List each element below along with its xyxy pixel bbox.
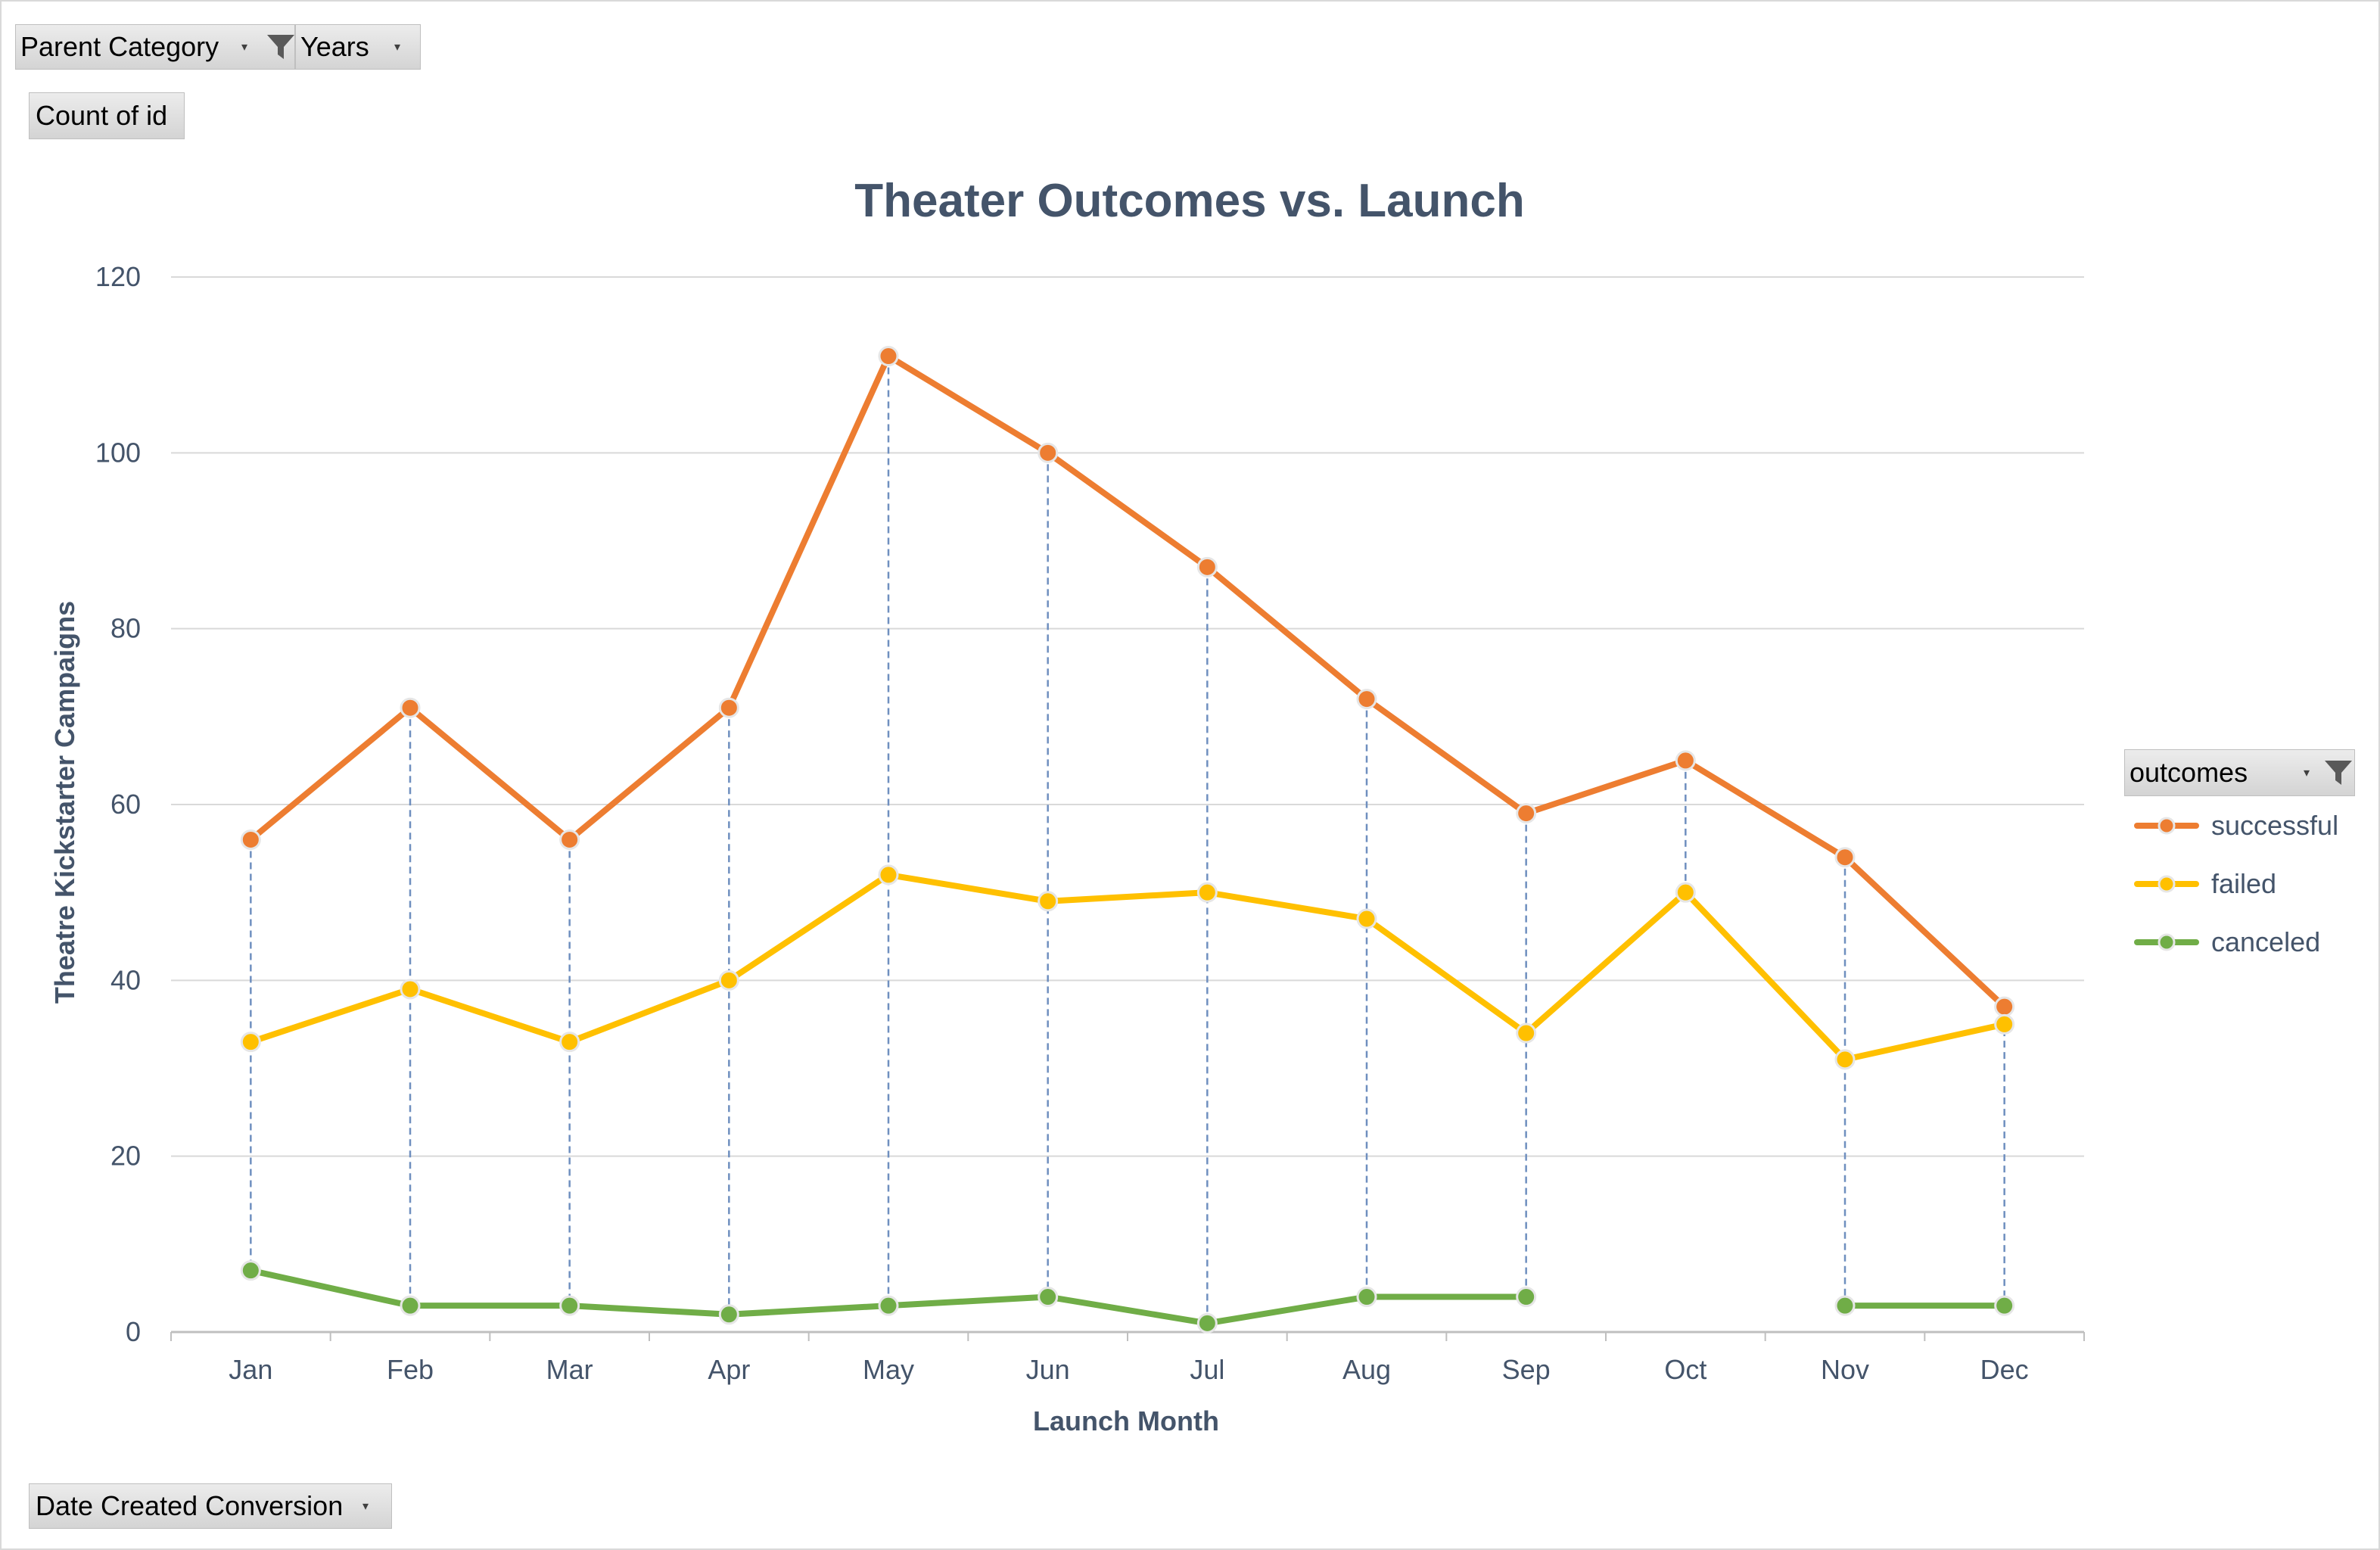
data-point-canceled xyxy=(1038,1287,1059,1308)
x-tick-label: Jan xyxy=(229,1354,272,1385)
x-tick-label: Nov xyxy=(1821,1354,1869,1385)
data-point-successful xyxy=(1994,996,2015,1017)
x-axis-title: Launch Month xyxy=(1033,1405,1219,1436)
x-tick-label: Oct xyxy=(1664,1354,1706,1385)
data-point-successful xyxy=(559,829,580,850)
data-point-successful xyxy=(1356,689,1377,710)
data-point-failed xyxy=(1038,891,1059,912)
x-tick-label: Jul xyxy=(1190,1354,1224,1385)
data-point-canceled xyxy=(559,1295,580,1316)
data-point-canceled xyxy=(400,1295,421,1316)
chart-title: Theater Outcomes vs. Launch xyxy=(854,175,1524,227)
data-point-canceled xyxy=(1516,1287,1537,1308)
data-point-failed xyxy=(1516,1022,1537,1044)
y-tick-label: 80 xyxy=(110,613,141,644)
gridlines xyxy=(171,276,2084,1334)
date-created-conversion-axis-button[interactable]: Date Created Conversion ▾ xyxy=(29,1483,392,1529)
x-tick-label: Jun xyxy=(1026,1354,1070,1385)
legend-label-canceled: canceled xyxy=(2211,926,2320,957)
legend: successful failed canceled xyxy=(2134,810,2338,957)
data-point-successful xyxy=(1675,750,1696,771)
data-point-successful xyxy=(240,829,261,850)
data-point-failed xyxy=(718,970,739,991)
data-point-successful xyxy=(1516,803,1537,824)
legend-marker-failed xyxy=(2158,875,2176,893)
data-point-successful xyxy=(400,697,421,718)
data-point-successful xyxy=(1834,847,1856,868)
data-point-canceled xyxy=(718,1304,739,1325)
data-point-failed xyxy=(1834,1049,1856,1070)
data-point-canceled xyxy=(1356,1287,1377,1308)
x-tick-label: Apr xyxy=(708,1354,750,1385)
legend-marker-canceled xyxy=(2158,933,2176,951)
parent-category-filter-button[interactable]: Parent Category ▾ xyxy=(15,24,295,70)
legend-label-failed: failed xyxy=(2211,868,2276,899)
y-tick-label: 0 xyxy=(126,1316,141,1347)
outcomes-label: outcomes xyxy=(2130,757,2248,788)
count-of-id-label: Count of id xyxy=(36,100,168,131)
data-point-failed xyxy=(1675,882,1696,903)
data-point-canceled xyxy=(1994,1295,2015,1316)
series-markers xyxy=(240,346,2015,1334)
filter-funnel-icon xyxy=(267,35,294,59)
dropdown-arrow-icon: ▾ xyxy=(241,41,248,54)
y-tick-label: 120 xyxy=(95,261,141,292)
x-tick-label: Sep xyxy=(1502,1354,1551,1385)
data-point-failed xyxy=(878,864,899,885)
data-point-failed xyxy=(240,1032,261,1053)
x-tick-label: Dec xyxy=(1980,1354,2029,1385)
data-point-failed xyxy=(559,1032,580,1053)
series-lines xyxy=(247,353,2008,1327)
x-axis-ticks: Jan Feb Mar Apr May Jun Jul Aug Sep Oct Nov Dec xyxy=(170,1332,2085,1385)
data-point-failed xyxy=(1356,908,1377,929)
y-tick-label: 20 xyxy=(110,1141,141,1172)
dropdown-arrow-icon: ▾ xyxy=(362,1500,369,1513)
x-tick-label: Mar xyxy=(546,1354,593,1385)
data-point-failed xyxy=(1994,1013,2015,1035)
years-filter-button[interactable]: Years ▾ xyxy=(295,24,421,70)
legend-label-successful: successful xyxy=(2211,810,2338,841)
dropdown-arrow-icon: ▾ xyxy=(394,41,401,54)
count-of-id-value-button[interactable]: Count of id xyxy=(29,92,185,139)
data-point-failed xyxy=(400,979,421,1000)
y-axis-ticks: 0 20 40 60 80 100 120 xyxy=(95,261,141,1347)
outcomes-legend-filter-button[interactable]: outcomes ▾ xyxy=(2124,749,2355,796)
data-point-successful xyxy=(1038,442,1059,463)
date-created-conversion-label: Date Created Conversion xyxy=(36,1490,344,1521)
legend-marker-successful xyxy=(2158,817,2176,835)
y-tick-label: 40 xyxy=(110,964,141,995)
filter-funnel-icon xyxy=(2325,761,2352,785)
data-point-successful xyxy=(878,346,899,367)
series-line-failed xyxy=(247,871,2008,1063)
series-line-successful xyxy=(247,353,2008,1010)
y-axis-title: Theatre Kickstarter Campaigns xyxy=(49,601,80,1004)
data-point-successful xyxy=(718,697,739,718)
parent-category-label: Parent Category xyxy=(20,31,219,62)
data-point-canceled xyxy=(1834,1295,1856,1316)
data-point-failed xyxy=(1196,882,1218,903)
y-tick-label: 60 xyxy=(110,789,141,820)
drop-lines xyxy=(250,356,2005,1324)
data-point-canceled xyxy=(878,1295,899,1316)
x-tick-label: Feb xyxy=(387,1354,434,1385)
data-point-canceled xyxy=(1196,1312,1218,1334)
data-point-canceled xyxy=(240,1260,261,1281)
x-tick-label: Aug xyxy=(1342,1354,1391,1385)
dropdown-arrow-icon: ▾ xyxy=(2304,767,2310,780)
data-point-successful xyxy=(1196,556,1218,577)
years-label: Years xyxy=(300,31,369,62)
y-tick-label: 100 xyxy=(95,437,141,468)
x-tick-label: May xyxy=(863,1354,914,1385)
